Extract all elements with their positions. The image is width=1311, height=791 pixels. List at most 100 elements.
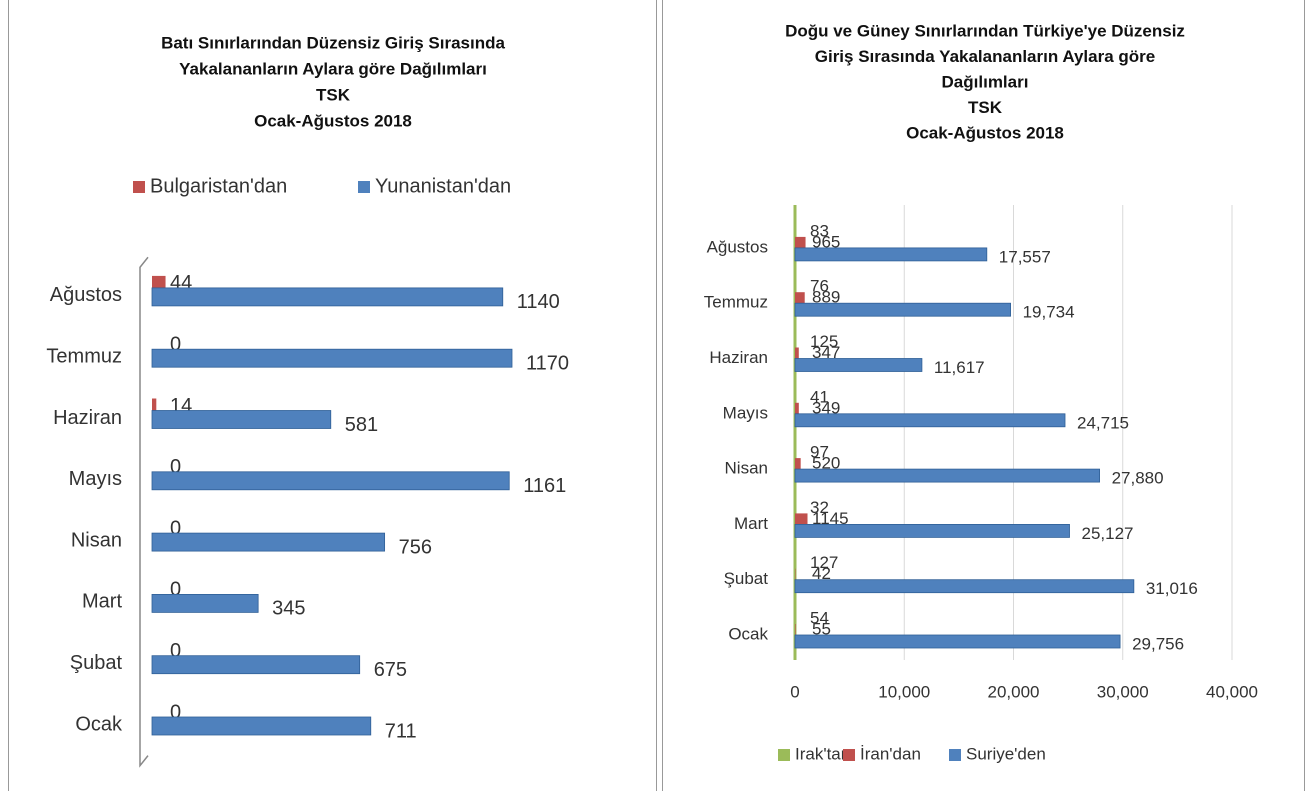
bar [795, 402, 799, 414]
x-tick-label: 0 [790, 682, 799, 701]
y-tick-label: Ağustos [50, 284, 122, 306]
x-tick-label: 20,000 [988, 682, 1040, 701]
right-panel [662, 0, 1305, 791]
data-label: 0 [170, 701, 181, 723]
data-label: 347 [812, 343, 840, 362]
bar [795, 292, 805, 304]
chart-title: Batı Sınırlarından Düzensiz Giriş Sırası… [161, 33, 505, 52]
data-label: 581 [345, 414, 378, 436]
bar [795, 615, 796, 624]
data-label: 675 [374, 659, 407, 681]
legend-label: Irak'tan [795, 744, 850, 763]
chart-title: Doğu ve Güney Sınırlarından Türkiye'ye D… [785, 21, 1185, 40]
bar [794, 524, 1070, 538]
bar [795, 236, 806, 248]
legend-swatch [358, 181, 370, 193]
data-label: 520 [812, 454, 840, 473]
bar [151, 348, 513, 368]
data-label: 0 [170, 517, 181, 539]
y-tick-label: Mayıs [723, 403, 768, 422]
bar [795, 338, 797, 348]
y-tick-label: Temmuz [46, 345, 122, 367]
data-label: 756 [399, 536, 432, 558]
legend-swatch [133, 181, 145, 193]
data-label: 1161 [523, 475, 566, 497]
bar [795, 458, 801, 470]
data-label: 125 [810, 332, 838, 351]
legend-label: Suriye'den [966, 744, 1046, 763]
bar [795, 449, 797, 459]
axis-wall [139, 256, 149, 768]
data-label: 0 [170, 579, 181, 601]
chart-title: Yakalananların Aylara göre Dağılımları [179, 59, 487, 78]
chart-title: Ocak-Ağustos 2018 [254, 111, 412, 130]
bar [151, 287, 504, 307]
data-label: 31,016 [1146, 579, 1198, 598]
y-tick-label: Temmuz [704, 293, 768, 312]
bar [794, 468, 1100, 483]
legend-label: İran'dan [860, 744, 921, 763]
data-label: 24,715 [1077, 413, 1129, 432]
data-label: 25,127 [1082, 524, 1134, 543]
data-label: 1140 [517, 291, 560, 313]
chart-title: Dağılımları [942, 72, 1029, 91]
data-label: 345 [272, 598, 305, 620]
bar [151, 532, 386, 552]
left-panel [8, 0, 657, 791]
bar [794, 302, 1011, 317]
data-label: 17,557 [999, 247, 1051, 266]
bar [151, 655, 361, 675]
y-tick-label: Mart [82, 591, 122, 613]
bar [151, 716, 372, 736]
y-tick-label: Şubat [724, 569, 769, 588]
chart-title: Giriş Sırasında Yakalananların Aylara gö… [815, 47, 1155, 66]
legend-swatch [843, 749, 855, 761]
data-label: 55 [812, 619, 831, 638]
data-label: 1145 [812, 509, 849, 528]
data-label: 127 [810, 553, 838, 572]
y-tick-label: Haziran [709, 348, 768, 367]
legend-label: Yunanistan'dan [375, 175, 511, 197]
x-tick-label: 30,000 [1097, 682, 1149, 701]
data-label: 41 [810, 387, 829, 406]
x-tick-label: 10,000 [878, 682, 930, 701]
data-label: 11,617 [934, 358, 985, 377]
y-tick-label: Mart [734, 514, 768, 533]
legend-swatch [949, 749, 961, 761]
bar [795, 347, 799, 359]
data-label: 19,734 [1023, 303, 1075, 322]
bar [795, 227, 796, 237]
bar [795, 624, 796, 635]
data-label: 0 [170, 640, 181, 662]
data-label: 889 [812, 288, 840, 307]
data-label: 27,880 [1112, 469, 1164, 488]
chart-title: Ocak-Ağustos 2018 [906, 123, 1064, 142]
bar [152, 275, 166, 288]
data-label: 1170 [526, 352, 569, 374]
bar [795, 283, 796, 293]
chart-title: TSK [316, 85, 351, 104]
x-tick-label: 40,000 [1206, 682, 1258, 701]
bar [795, 513, 808, 525]
data-label: 711 [385, 720, 417, 742]
y-tick-label: Şubat [70, 652, 123, 674]
chart-title: TSK [968, 98, 1003, 117]
data-label: 32 [810, 498, 829, 517]
bar [795, 559, 797, 569]
legend-label: Bulgaristan'dan [150, 175, 287, 197]
data-label: 76 [810, 277, 829, 296]
y-tick-label: Ocak [75, 713, 123, 735]
bar [151, 594, 259, 613]
y-tick-label: Mayıs [69, 468, 122, 490]
bar [794, 358, 923, 372]
data-label: 97 [810, 443, 829, 462]
data-label: 349 [812, 398, 840, 417]
data-label: 42 [812, 564, 831, 583]
y-tick-label: Ocak [728, 624, 768, 643]
y-tick-label: Ağustos [707, 237, 768, 256]
bar [152, 398, 157, 411]
bar [794, 579, 1135, 594]
bar [794, 413, 1066, 428]
y-tick-label: Nisan [725, 459, 768, 478]
